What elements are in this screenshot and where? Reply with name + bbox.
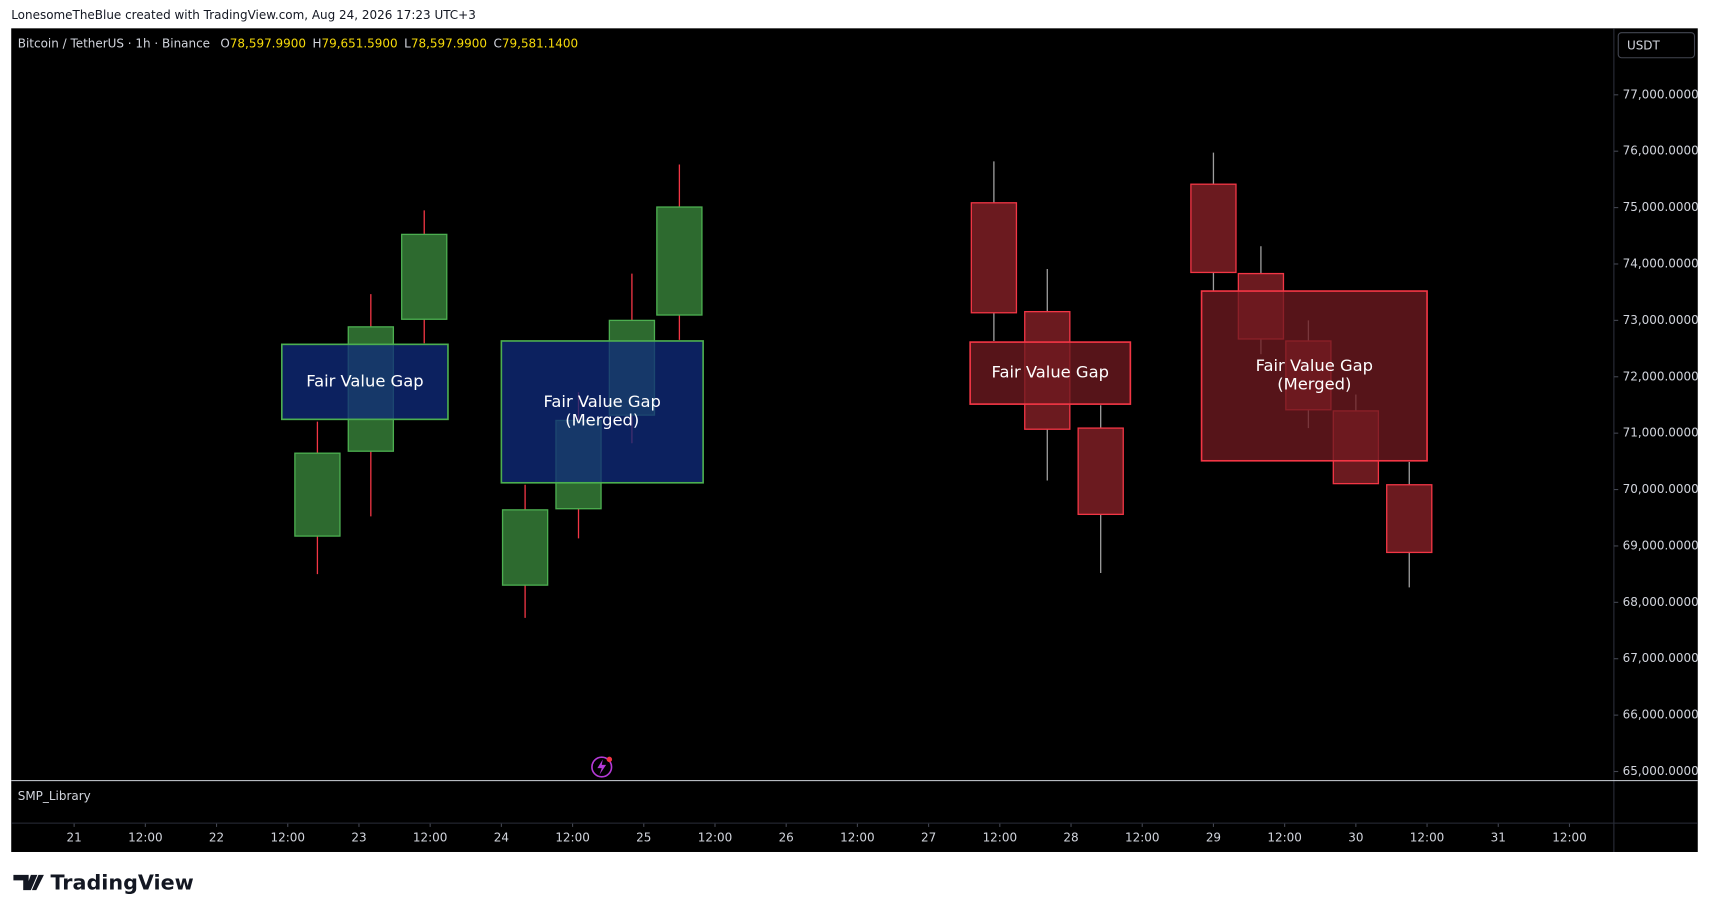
x-tick-label: 12:00 xyxy=(1125,830,1159,844)
ohlc-key: H xyxy=(312,36,321,50)
y-tick-label: 67,000.0000 xyxy=(1623,651,1699,665)
ohlc-value: 79,581.1400 xyxy=(502,36,578,50)
candle-body xyxy=(656,206,703,316)
y-tick-label: 68,000.0000 xyxy=(1623,595,1699,609)
logo-mark xyxy=(13,874,44,891)
alert-bolt[interactable] xyxy=(597,759,607,775)
x-tick-label: 26 xyxy=(779,830,794,844)
fvg-label: (Merged) xyxy=(565,411,639,430)
currency[interactable]: USDT xyxy=(1627,38,1661,52)
y-tick-label: 69,000.0000 xyxy=(1623,538,1699,552)
fvg-box xyxy=(280,343,449,421)
symbol-title: Bitcoin / TetherUS · 1h · Binance xyxy=(18,36,210,50)
x-tick-label: 12:00 xyxy=(555,830,589,844)
logo: TradingView xyxy=(13,871,194,895)
x-tick-label: 12:00 xyxy=(413,830,448,844)
fvg-label: Fair Value Gap xyxy=(544,392,661,411)
fvg-box xyxy=(1200,290,1428,462)
x-tick-label: 27 xyxy=(921,830,936,844)
fvg-label: Fair Value Gap xyxy=(1256,356,1373,375)
ohlc-key: O xyxy=(220,36,229,50)
ohlc-key: C xyxy=(494,36,502,50)
candle-body xyxy=(1077,427,1124,516)
x-tick-label: 24 xyxy=(494,830,509,844)
alert-dot[interactable] xyxy=(606,756,613,763)
fvg-label: Fair Value Gap xyxy=(992,363,1109,382)
attribution: LonesomeTheBlue created with TradingView… xyxy=(11,8,476,22)
currency-box[interactable] xyxy=(1617,32,1696,59)
x-tick-label: 12:00 xyxy=(1410,830,1444,844)
y-tick-label: 74,000.0000 xyxy=(1623,256,1699,270)
y-tick-label: 71,000.0000 xyxy=(1623,426,1699,440)
x-tick-label: 28 xyxy=(1063,830,1078,844)
y-tick-label: 76,000.0000 xyxy=(1623,144,1699,158)
x-tick-label: 12:00 xyxy=(270,830,305,844)
x-tick-label: 12:00 xyxy=(983,830,1018,844)
y-tick-label: 77,000.0000 xyxy=(1623,87,1699,101)
candle-body xyxy=(1190,183,1237,274)
logo-text: TradingView xyxy=(50,871,193,895)
candle-body xyxy=(970,202,1018,314)
ohlc-value: 78,597.9900 xyxy=(230,36,306,50)
x-tick-label: 12:00 xyxy=(1267,830,1301,844)
y-tick-label: 65,000.0000 xyxy=(1623,764,1699,778)
candle-body xyxy=(401,233,448,320)
ohlc-value: 78,597.9900 xyxy=(411,36,487,50)
y-tick-label: 75,000.0000 xyxy=(1623,200,1699,214)
indicator-name: SMP_Library xyxy=(18,789,91,803)
symbol-legend: Bitcoin / TetherUS · 1h · Binance O78,59… xyxy=(18,36,578,50)
candle-body xyxy=(501,509,549,586)
x-tick-label: 23 xyxy=(351,830,366,844)
alert-circle[interactable] xyxy=(591,756,613,778)
x-tick-label: 21 xyxy=(67,830,82,844)
x-tick-label: 31 xyxy=(1491,830,1506,844)
x-tick-label: 29 xyxy=(1206,830,1221,844)
fvg-label: Fair Value Gap xyxy=(306,371,423,390)
alert-icon[interactable] xyxy=(591,756,613,778)
x-tick-label: 22 xyxy=(209,830,224,844)
x-tick-label: 25 xyxy=(636,830,651,844)
x-tick-label: 12:00 xyxy=(1552,830,1586,844)
x-tick-label: 30 xyxy=(1348,830,1363,844)
x-tick-label: 12:00 xyxy=(840,830,875,844)
fvg-box xyxy=(969,341,1132,405)
x-tick-label: 12:00 xyxy=(698,830,733,844)
y-tick-label: 70,000.0000 xyxy=(1623,482,1699,496)
ohlc-value: 79,651.5900 xyxy=(321,36,397,50)
y-tick-label: 73,000.0000 xyxy=(1623,313,1699,327)
candle-body xyxy=(1386,484,1433,554)
x-tick-label: 12:00 xyxy=(128,830,163,844)
candle-body xyxy=(294,452,341,537)
fvg-label: (Merged) xyxy=(1277,375,1351,394)
y-tick-label: 66,000.0000 xyxy=(1623,708,1699,722)
ohlc-key: L xyxy=(404,36,411,50)
chart-area xyxy=(11,28,1698,852)
y-tick-label: 72,000.0000 xyxy=(1623,369,1699,383)
fvg-box xyxy=(500,340,704,484)
